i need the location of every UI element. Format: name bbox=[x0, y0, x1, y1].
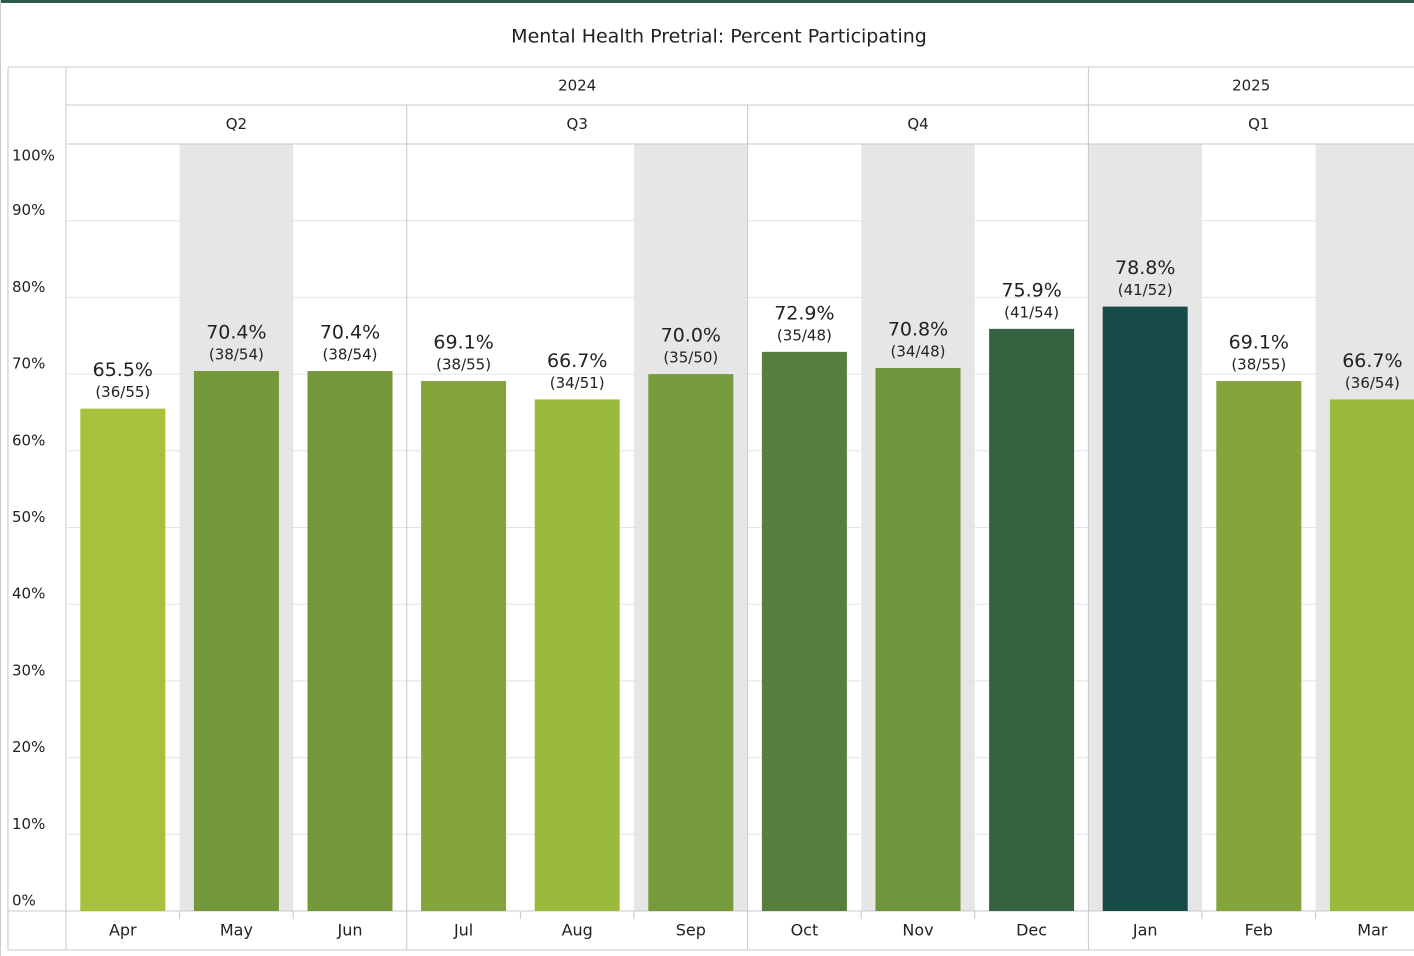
fraction-label: (38/54) bbox=[209, 346, 264, 364]
y-tick-label: 0% bbox=[12, 892, 36, 910]
x-tick-label: Dec bbox=[1016, 921, 1047, 940]
value-label: 75.9% bbox=[1001, 279, 1061, 301]
x-tick-label: Mar bbox=[1357, 921, 1388, 940]
y-tick-label: 10% bbox=[12, 815, 45, 833]
value-label: 70.4% bbox=[320, 322, 380, 344]
bar bbox=[1329, 399, 1414, 911]
y-tick-label: 90% bbox=[12, 201, 45, 219]
value-label: 70.8% bbox=[888, 318, 948, 340]
bar bbox=[875, 367, 961, 911]
bar bbox=[307, 371, 393, 912]
fraction-label: (34/51) bbox=[550, 374, 605, 392]
value-label: 66.7% bbox=[547, 350, 607, 372]
y-tick-label: 70% bbox=[12, 355, 45, 373]
fraction-label: (38/55) bbox=[436, 356, 491, 374]
bar bbox=[1102, 306, 1188, 911]
value-label: 69.1% bbox=[1229, 332, 1289, 354]
x-tick-label: May bbox=[220, 921, 253, 940]
fraction-label: (34/48) bbox=[891, 342, 946, 360]
x-tick-label: Oct bbox=[791, 921, 819, 940]
fraction-label: (38/54) bbox=[323, 346, 378, 364]
chart-title: Mental Health Pretrial: Percent Particip… bbox=[511, 26, 927, 48]
value-label: 70.0% bbox=[661, 325, 721, 347]
bar bbox=[534, 399, 620, 911]
x-tick-label: Aug bbox=[562, 921, 593, 940]
x-tick-label: Feb bbox=[1245, 921, 1273, 940]
year-label: 2024 bbox=[558, 77, 596, 95]
y-tick-label: 100% bbox=[12, 147, 55, 165]
x-tick-label: Jun bbox=[337, 921, 363, 940]
y-tick-label: 30% bbox=[12, 661, 45, 679]
y-tick-label: 40% bbox=[12, 585, 45, 603]
bar bbox=[80, 408, 166, 911]
fraction-label: (36/55) bbox=[95, 383, 150, 401]
x-tick-label: Jan bbox=[1132, 921, 1158, 940]
value-label: 78.8% bbox=[1115, 257, 1175, 279]
quarter-label: Q2 bbox=[226, 115, 247, 133]
fraction-label: (36/54) bbox=[1345, 374, 1400, 392]
y-tick-label: 80% bbox=[12, 278, 45, 296]
y-tick-label: 50% bbox=[12, 508, 45, 526]
bar bbox=[761, 351, 847, 911]
bar bbox=[193, 371, 279, 912]
value-label: 70.4% bbox=[206, 322, 266, 344]
x-tick-label: Apr bbox=[109, 921, 137, 940]
year-label: 2025 bbox=[1232, 77, 1270, 95]
fraction-label: (35/48) bbox=[777, 326, 832, 344]
bar bbox=[989, 328, 1075, 911]
value-label: 69.1% bbox=[433, 332, 493, 354]
bar bbox=[1216, 381, 1302, 911]
bar bbox=[648, 374, 734, 912]
value-label: 66.7% bbox=[1342, 350, 1402, 372]
y-tick-label: 20% bbox=[12, 738, 45, 756]
x-tick-label: Nov bbox=[902, 921, 933, 940]
x-tick-label: Jul bbox=[453, 921, 473, 940]
value-label: 72.9% bbox=[774, 302, 834, 324]
fraction-label: (41/52) bbox=[1118, 281, 1173, 299]
quarter-label: Q4 bbox=[907, 115, 928, 133]
y-tick-label: 60% bbox=[12, 431, 45, 449]
fraction-label: (35/50) bbox=[663, 349, 718, 367]
quarter-label: Q3 bbox=[567, 115, 588, 133]
quarter-label: Q1 bbox=[1248, 115, 1269, 133]
bar bbox=[421, 381, 507, 911]
value-label: 65.5% bbox=[93, 359, 153, 381]
x-tick-label: Sep bbox=[676, 921, 706, 940]
fraction-label: (38/55) bbox=[1231, 356, 1286, 374]
fraction-label: (41/54) bbox=[1004, 303, 1059, 321]
